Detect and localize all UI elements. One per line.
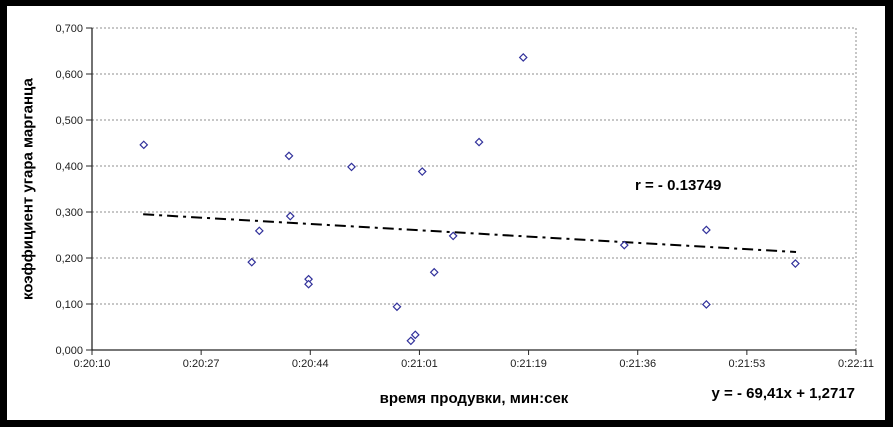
y-tick-label: 0,100 [55, 299, 83, 311]
y-tick-label: 0,500 [55, 115, 83, 127]
data-point-marker [619, 240, 629, 250]
y-tick-label: 0,600 [55, 69, 83, 81]
x-tick-label: 0:20:44 [292, 358, 329, 370]
data-point-marker [254, 226, 264, 236]
data-point-marker [474, 137, 484, 147]
data-point-marker [392, 302, 402, 312]
data-point-marker [701, 225, 711, 235]
x-axis-title: время продувки, мин:сек [379, 390, 569, 407]
y-tick-label: 0,400 [55, 161, 83, 173]
data-point-marker [284, 151, 294, 161]
chart-canvas: 0,000 0,100 0,200 0,300 0,400 0,500 0,600 0,700… [7, 6, 885, 420]
x-tick-label: 0:21:01 [401, 358, 438, 370]
data-point-marker [304, 279, 314, 289]
data-point-marker [429, 267, 439, 277]
y-tick-label: 0,200 [55, 253, 83, 265]
scatter-plot: 0,000 0,100 0,200 0,300 0,400 0,500 0,600 0,700… [55, 23, 874, 370]
x-tick-label: 0:21:53 [729, 358, 766, 370]
x-tick-label: 0:21:19 [510, 358, 547, 370]
x-tick-label: 0:22:11 [838, 358, 874, 370]
data-point-marker [790, 259, 800, 268]
data-point-marker [139, 140, 149, 150]
x-tick-label: 0:21:36 [619, 358, 656, 370]
data-point-marker [347, 162, 356, 172]
y-tick-label: 0,300 [55, 207, 83, 219]
x-tick-label: 0:20:27 [183, 358, 220, 370]
x-tick-label: 0:20:10 [74, 358, 111, 370]
regression-equation: y = - 69,41x + 1,2717 [711, 385, 855, 402]
data-point-marker [285, 211, 295, 221]
data-point-marker [247, 257, 257, 267]
data-point-marker [417, 167, 427, 176]
data-point-marker [448, 231, 458, 241]
y-axis-title: коэффициент угара марганца [19, 78, 37, 300]
correlation-annotation: r = - 0.13749 [635, 177, 722, 194]
data-point-marker [701, 300, 711, 309]
data-point-marker [410, 330, 420, 340]
trend-line [143, 213, 797, 254]
y-tick-label: 0,000 [55, 345, 83, 357]
data-point-marker [518, 52, 528, 62]
y-tick-label: 0,700 [55, 23, 83, 35]
data-point-marker [406, 336, 416, 346]
